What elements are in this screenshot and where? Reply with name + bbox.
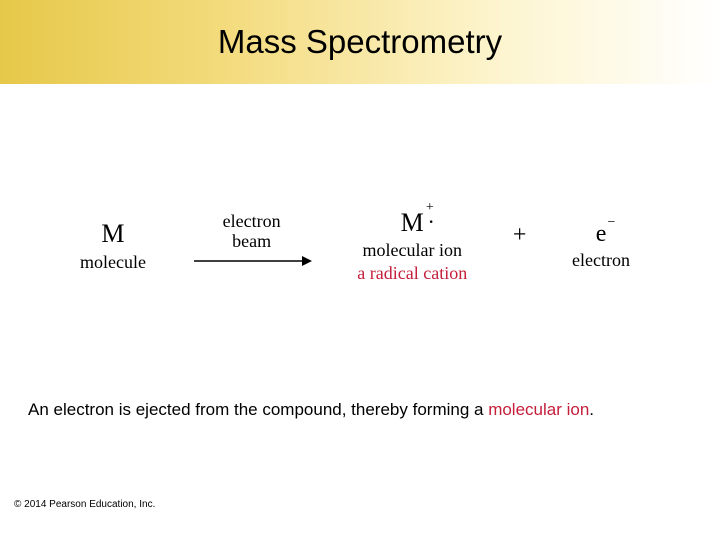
caption-part1: An electron is ejected from the compound… — [28, 400, 488, 419]
caption-part2: molecular ion — [488, 400, 589, 419]
plus-sign-1: + — [513, 222, 527, 249]
arrow-label-line1: electron — [223, 211, 281, 231]
caption-part3: . — [589, 400, 594, 419]
e-sup: − — [607, 215, 615, 231]
equation-diagram: M molecule electron beam M + · molecular… — [60, 193, 650, 298]
label-molecular-ion: molecular ion — [363, 240, 462, 261]
term-electron: e − electron — [572, 221, 630, 271]
arrow-label: electron beam — [223, 212, 281, 252]
symbol-M: M — [101, 218, 124, 249]
arrow-label-line2: beam — [232, 231, 271, 251]
term-molecule: M molecule — [80, 218, 146, 272]
m-plus-base: M — [401, 208, 424, 237]
arrow-group: electron beam — [192, 212, 312, 270]
page-title: Mass Spectrometry — [218, 23, 502, 61]
header-band: Mass Spectrometry — [0, 0, 720, 84]
m-plus-dot: · — [428, 214, 433, 232]
arrow-icon — [192, 253, 312, 269]
term-molecular-ion: M + · molecular ion a radical cation — [357, 208, 467, 284]
copyright: © 2014 Pearson Education, Inc. — [14, 499, 155, 510]
label-molecule: molecule — [80, 252, 146, 273]
symbol-e-minus: e − — [596, 221, 607, 248]
label-radical-cation: a radical cation — [357, 263, 467, 284]
symbol-M-plus: M + · — [401, 208, 424, 238]
caption: An electron is ejected from the compound… — [0, 400, 720, 420]
e-base: e — [596, 221, 607, 247]
label-electron: electron — [572, 250, 630, 271]
